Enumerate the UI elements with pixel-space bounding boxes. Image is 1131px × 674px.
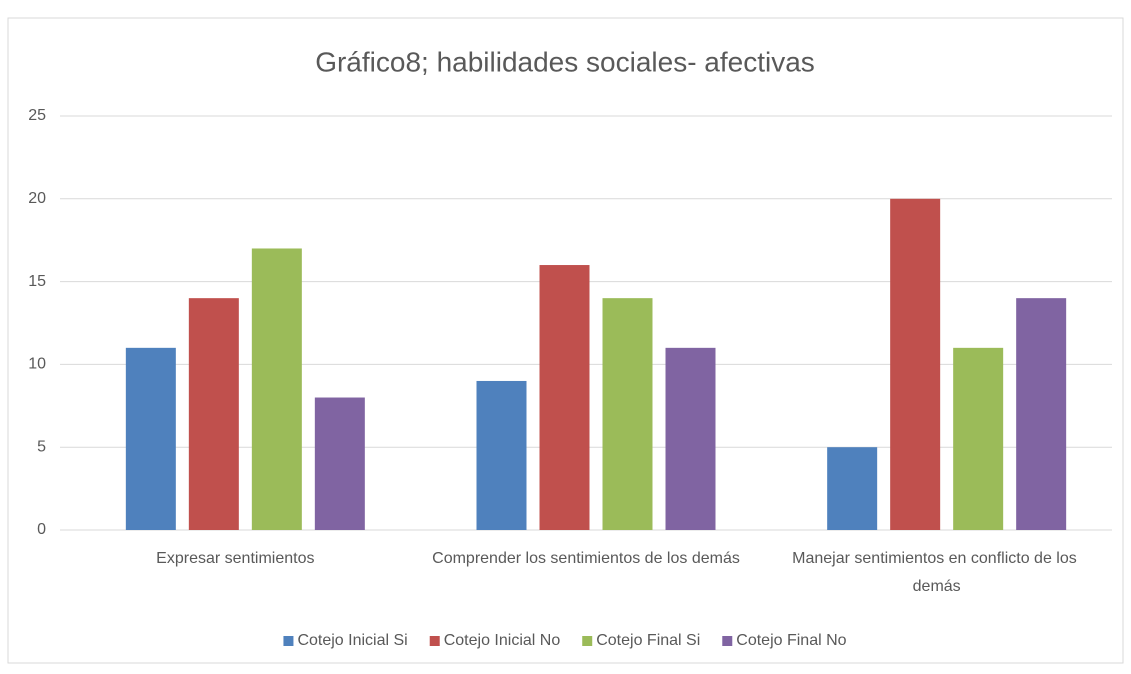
legend-label: Cotejo Final Si <box>596 632 700 649</box>
legend-swatch <box>283 636 294 646</box>
bar <box>1016 298 1067 530</box>
bar <box>953 347 1004 530</box>
legend-item: Cotejo Inicial Si <box>283 632 408 649</box>
bar <box>602 298 653 530</box>
y-tick-label: 10 <box>28 356 46 373</box>
y-tick-label: 5 <box>37 438 46 455</box>
chart-title: Gráfico8; habilidades sociales- afectiva… <box>315 46 815 77</box>
bar <box>188 298 239 530</box>
legend-label: Cotejo Final No <box>736 632 846 649</box>
bar <box>539 265 590 530</box>
legend-item: Cotejo Inicial No <box>429 632 561 649</box>
legend-swatch <box>722 636 733 646</box>
y-tick-label: 25 <box>28 107 46 124</box>
legend-swatch <box>429 636 440 646</box>
legend-item: Cotejo Final Si <box>582 632 700 649</box>
x-tick-label: Expresar sentimientos <box>156 550 314 567</box>
bar <box>476 380 527 530</box>
legend-label: Cotejo Inicial Si <box>297 632 407 649</box>
bar <box>314 397 365 530</box>
x-tick-label: Comprender los sentimientos de los demás <box>432 550 740 567</box>
legend-label: Cotejo Inicial No <box>444 632 561 649</box>
y-tick-label: 15 <box>28 273 46 290</box>
bar <box>827 447 878 530</box>
y-tick-label: 0 <box>37 521 46 538</box>
x-tick-label: Manejar sentimientos en conflicto de los… <box>792 550 1081 595</box>
y-tick-label: 20 <box>28 190 46 207</box>
bar <box>251 248 302 531</box>
bar <box>665 347 716 530</box>
legend-item: Cotejo Final No <box>722 632 847 649</box>
bar <box>890 198 941 531</box>
bar <box>125 347 176 530</box>
legend-swatch <box>582 636 593 646</box>
